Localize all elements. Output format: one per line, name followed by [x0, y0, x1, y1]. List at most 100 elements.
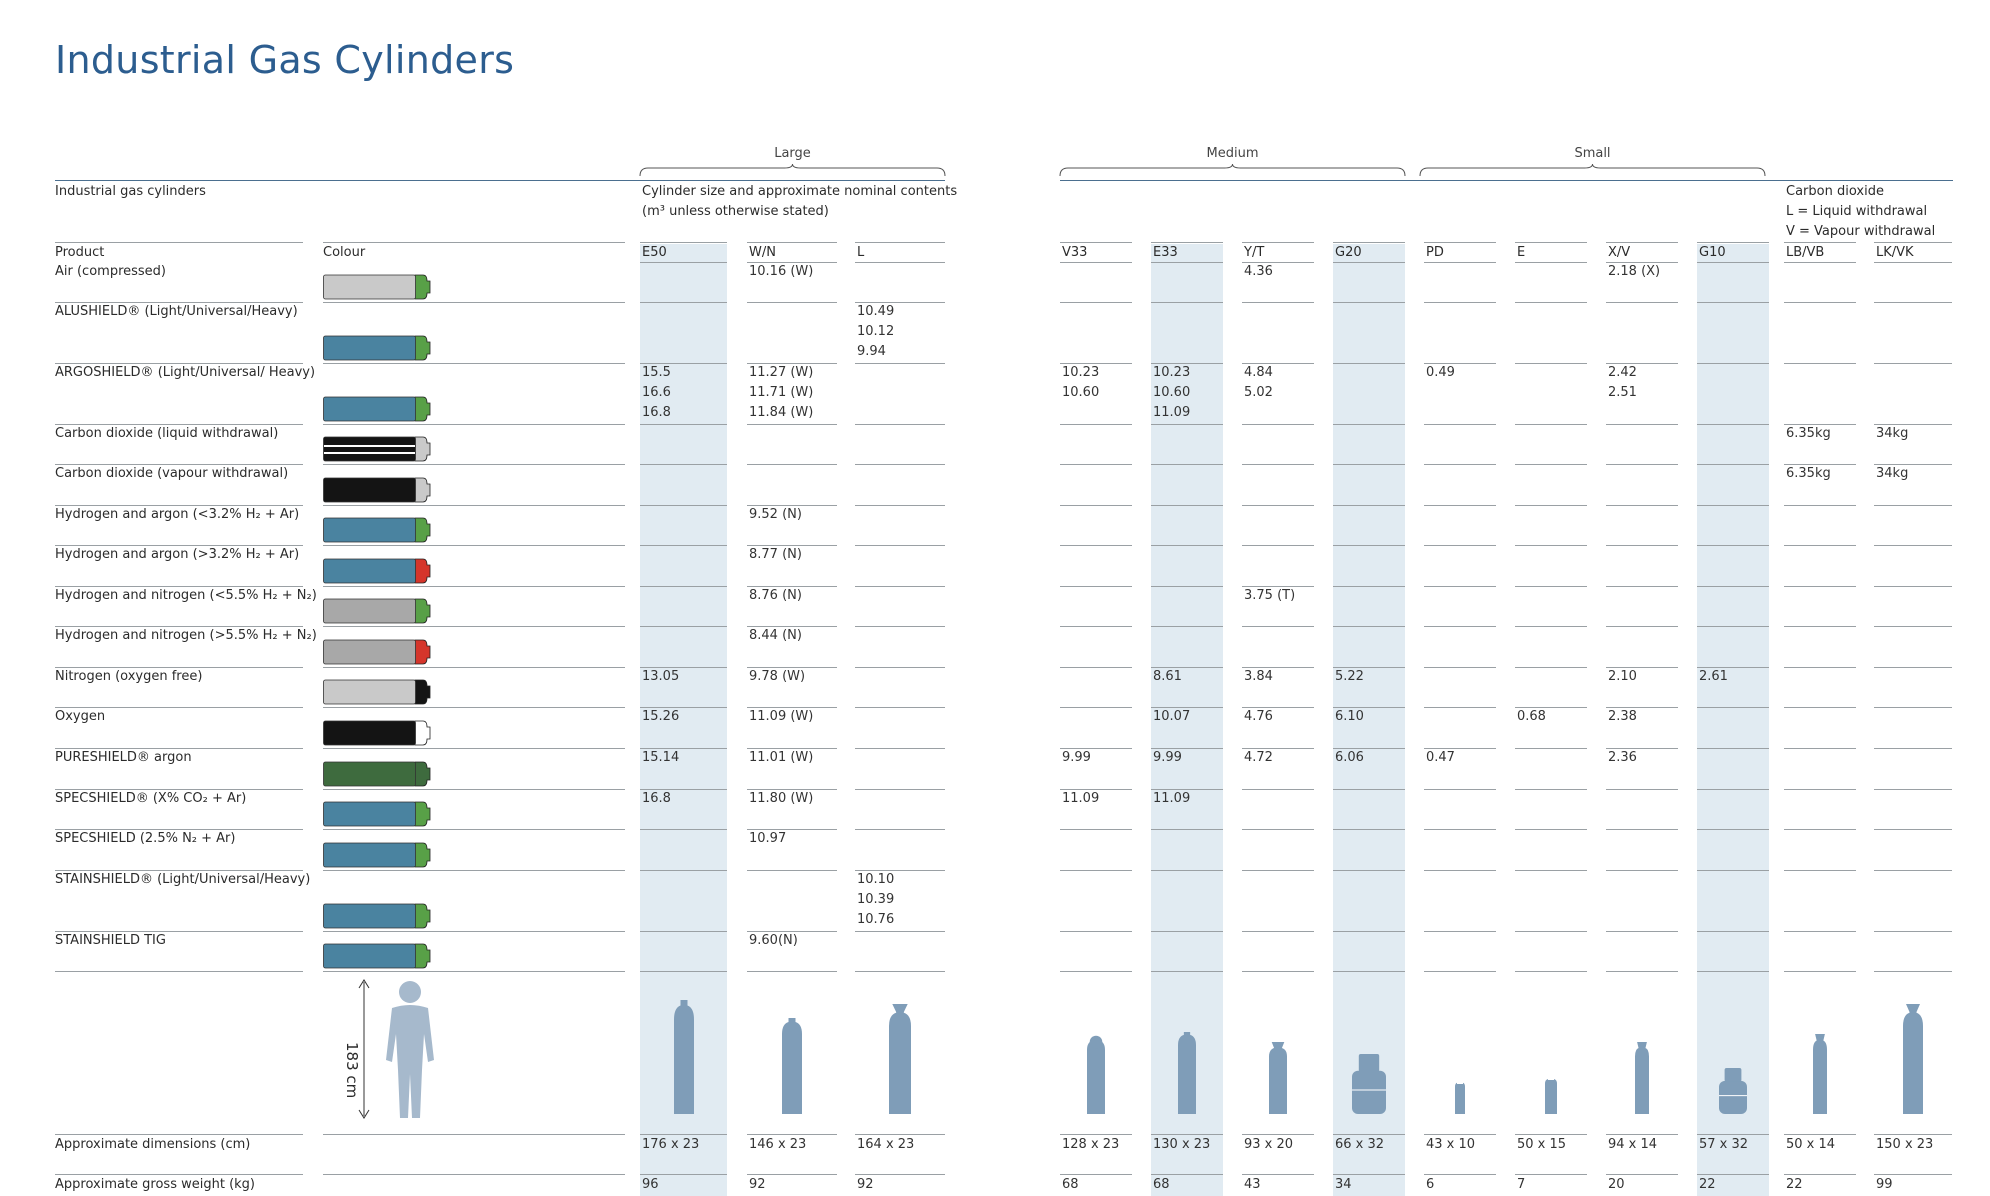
row-rule [1874, 505, 1952, 506]
colhead-rule-12 [1874, 242, 1952, 243]
colhead-underline-10 [1697, 262, 1769, 263]
colhead-rule-2 [855, 242, 945, 243]
colhead-underline-7 [1424, 262, 1496, 263]
row-rule [640, 586, 727, 587]
table-cell: 9.99 [1062, 750, 1091, 765]
row-rule [1606, 789, 1678, 790]
row-rule [1784, 667, 1856, 668]
row-rule [1784, 971, 1856, 972]
row-rule [1874, 545, 1952, 546]
row-rule [1242, 302, 1314, 303]
table-cell: 11.09 [1062, 791, 1100, 806]
row-rule [640, 971, 727, 972]
row-rule [747, 505, 837, 506]
row-rule [1697, 545, 1769, 546]
dimension-value: 50 x 15 [1517, 1137, 1567, 1152]
row-rule [1424, 1134, 1496, 1135]
row-rule [855, 586, 945, 587]
row-rule [1874, 626, 1952, 627]
description-line-1: Cylinder size and approximate nominal co… [642, 184, 958, 199]
row-rule [1784, 464, 1856, 465]
cylinder-silhouette-icon [1903, 1004, 1923, 1114]
table-cell: 11.09 [1153, 791, 1191, 806]
weight-value: 43 [1244, 1177, 1261, 1192]
row-rule [1697, 1174, 1769, 1175]
row-rule [1333, 748, 1405, 749]
cylinder-silhouette-icon [1269, 1042, 1287, 1114]
group-brace-2 [1419, 163, 1766, 177]
row-rule [1242, 1134, 1314, 1135]
row-rule [1606, 931, 1678, 932]
weight-value: 96 [642, 1177, 659, 1192]
row-rule [855, 971, 945, 972]
row-rule [1874, 789, 1952, 790]
row-rule [55, 586, 303, 587]
row-rule [55, 545, 303, 546]
row-rule [747, 870, 837, 871]
row-rule [55, 931, 303, 932]
row-rule [1606, 971, 1678, 972]
table-cell: 4.84 5.02 [1244, 365, 1273, 400]
table-cell: 8.44 (N) [749, 628, 802, 643]
row-rule [1697, 931, 1769, 932]
cylinder-colour-swatch [323, 477, 431, 503]
row-rule [1874, 748, 1952, 749]
row-rule [1697, 829, 1769, 830]
table-cell: 5.22 [1335, 669, 1364, 684]
product-name: Hydrogen and nitrogen (>5.5% H₂ + N₂) [55, 628, 317, 643]
colhead-underline-4 [1151, 262, 1223, 263]
row-rule [1151, 1134, 1223, 1135]
row-rule [1515, 829, 1587, 830]
row-rule [1606, 870, 1678, 871]
table-cell: 8.76 (N) [749, 588, 802, 603]
colhead-underline-6 [1333, 262, 1405, 263]
co2-legend-line-3: V = Vapour withdrawal [1786, 224, 1936, 239]
row-rule [855, 464, 945, 465]
table-cell: 2.36 [1608, 750, 1637, 765]
row-rule [747, 931, 837, 932]
colhead-underline-1 [747, 262, 837, 263]
row-rule [1060, 464, 1132, 465]
row-rule [1784, 870, 1856, 871]
row-rule [1874, 363, 1952, 364]
row-rule [323, 302, 625, 303]
row-rule [1242, 424, 1314, 425]
person-silhouette-icon [358, 979, 434, 1119]
row-rule [1874, 1134, 1952, 1135]
cylinder-colour-swatch [323, 720, 431, 746]
row-rule [1515, 424, 1587, 425]
row-rule [55, 505, 303, 506]
row-rule [1874, 586, 1952, 587]
row-rule [1606, 626, 1678, 627]
table-cell: 9.52 (N) [749, 507, 802, 522]
row-rule [747, 971, 837, 972]
cylinder-colour-swatch [323, 943, 431, 969]
row-rule [855, 667, 945, 668]
row-rule [323, 545, 625, 546]
row-rule [640, 1134, 727, 1135]
row-rule [747, 829, 837, 830]
row-rule [323, 1174, 625, 1175]
row-rule [1151, 545, 1223, 546]
cylinder-colour-swatch [323, 517, 431, 543]
row-rule [1242, 667, 1314, 668]
row-rule [1874, 971, 1952, 972]
row-rule [1697, 424, 1769, 425]
dimension-value: 146 x 23 [749, 1137, 807, 1152]
row-rule [1606, 424, 1678, 425]
row-rule [1333, 971, 1405, 972]
row-rule [1606, 1174, 1678, 1175]
row-rule [1333, 667, 1405, 668]
row-rule [1242, 505, 1314, 506]
row-rule [1784, 748, 1856, 749]
row-rule [1784, 1174, 1856, 1175]
row-rule [1874, 829, 1952, 830]
colhead-rule-7 [1424, 242, 1496, 243]
row-rule [1784, 586, 1856, 587]
row-rule [855, 424, 945, 425]
row-rule [55, 829, 303, 830]
column-shade-6 [1333, 244, 1405, 1196]
row-rule [55, 626, 303, 627]
row-rule [1515, 971, 1587, 972]
row-rule [1060, 789, 1132, 790]
